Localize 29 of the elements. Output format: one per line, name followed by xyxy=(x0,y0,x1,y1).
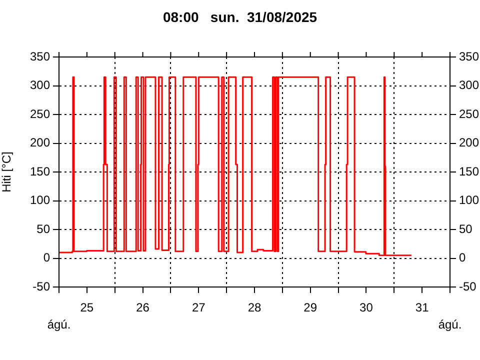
x-tick-label: 31 xyxy=(415,300,430,315)
x-tick-label: 25 xyxy=(80,300,94,315)
x-tick-label: 30 xyxy=(360,300,374,315)
y2-tick-label: -50 xyxy=(459,279,477,294)
x-tick-label: 28 xyxy=(248,300,262,315)
y-tick-label: 100 xyxy=(30,193,50,208)
text: ágú. xyxy=(438,317,462,332)
y-tick-label: -50 xyxy=(32,279,50,294)
y2-tick-label: 200 xyxy=(459,136,480,150)
y-tick-label: 50 xyxy=(36,222,50,236)
y2-tick-label: 0 xyxy=(459,250,466,265)
y-tick-label: 350 xyxy=(30,49,50,64)
y-tick-label: 300 xyxy=(30,78,50,92)
y2-tick-label: 50 xyxy=(459,222,473,236)
y2-tick-label: 150 xyxy=(459,164,480,178)
y-tick-label: 150 xyxy=(30,164,50,178)
x-tick-label: 26 xyxy=(136,300,150,315)
chart-title: 08:00 sun. 31/08/2025 xyxy=(162,8,318,25)
y2-tick-label: 250 xyxy=(459,106,480,121)
y-tick-label: 250 xyxy=(30,106,50,121)
y-tick-label: 200 xyxy=(30,136,50,150)
text: ágú. xyxy=(47,317,71,332)
y-tick-label: 0 xyxy=(43,250,50,265)
y-axis-title: Hiti [°C] xyxy=(0,152,14,192)
x-tick-label: 29 xyxy=(304,300,318,315)
y2-tick-label: 350 xyxy=(459,49,480,64)
x-tick-label: 27 xyxy=(192,300,206,315)
y2-tick-label: 300 xyxy=(459,78,480,92)
y2-tick-label: 100 xyxy=(459,193,480,208)
